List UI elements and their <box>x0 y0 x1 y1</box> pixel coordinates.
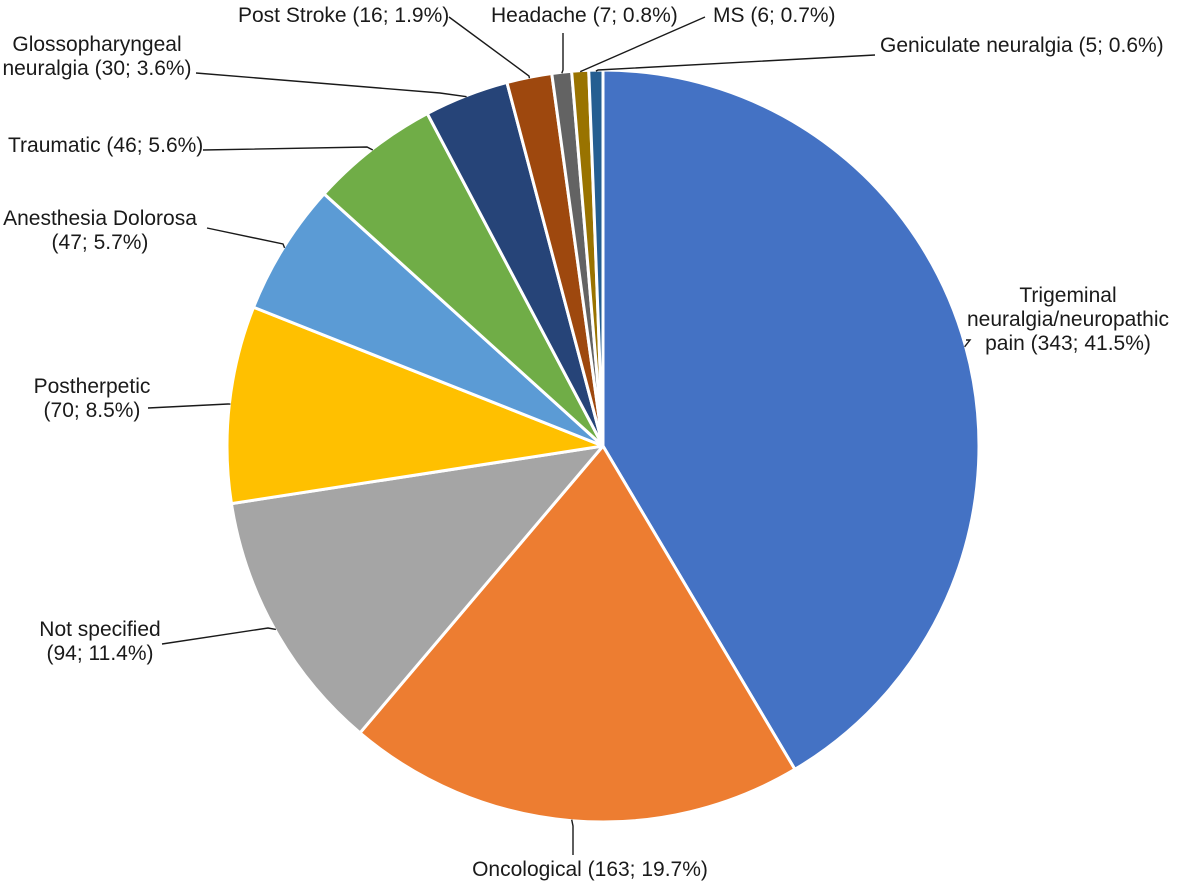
slice-label-line: Oncological (163; 19.7%) <box>472 858 708 881</box>
leader-line-trigeminal <box>964 339 972 348</box>
leader-line-geniculate <box>595 54 876 72</box>
label-leader-lines <box>147 16 972 855</box>
leader-line-traumatic <box>202 146 374 151</box>
slice-label-geniculate: Geniculate neuralgia (5; 0.6%) <box>880 34 1164 57</box>
slice-label-line: pain (343; 41.5%) <box>985 332 1151 355</box>
slice-label-line: Postherpetic <box>34 375 151 398</box>
slice-label-line: neuralgia (30; 3.6%) <box>2 57 191 80</box>
slice-label-anesthesia-dolorosa: Anesthesia Dolorosa (47; 5.7%) <box>3 207 197 254</box>
leader-line-headache <box>561 33 564 74</box>
slice-label-line: Trigeminal <box>1019 284 1116 307</box>
slice-label-line: Headache (7; 0.8%) <box>491 4 678 27</box>
slice-label-not-specified: Not specified (94; 11.4%) <box>39 618 160 665</box>
slice-label-line: Glossopharyngeal <box>12 33 181 56</box>
slice-label-line: Traumatic (46; 5.6%) <box>8 134 203 157</box>
slice-label-oncological: Oncological (163; 19.7%) <box>472 858 708 881</box>
slice-label-line: (47; 5.7%) <box>52 231 149 254</box>
leader-line-oncological <box>571 819 574 855</box>
slice-label-headache: Headache (7; 0.8%) <box>491 4 678 27</box>
slice-label-ms: MS (6; 0.7%) <box>713 4 836 27</box>
slice-label-glossopharyngeal: Glossopharyngeal neuralgia (30; 3.6%) <box>2 33 191 80</box>
slice-label-line: Geniculate neuralgia (5; 0.6%) <box>880 34 1164 57</box>
slice-labels: Trigeminal neuralgia/neuropathic pain (343… <box>2 4 1169 881</box>
leader-line-post-stroke <box>448 16 531 79</box>
slice-label-line: MS (6; 0.7%) <box>713 4 836 27</box>
slice-label-line: Anesthesia Dolorosa <box>3 207 197 230</box>
leader-line-not-specified <box>161 627 277 645</box>
slice-label-line: neuralgia/neuropathic <box>967 308 1169 331</box>
slice-label-line: (94; 11.4%) <box>47 642 154 665</box>
slice-label-post-stroke: Post Stroke (16; 1.9%) <box>238 4 449 27</box>
slice-label-traumatic: Traumatic (46; 5.6%) <box>8 134 203 157</box>
pie-slices <box>225 68 981 824</box>
slice-label-trigeminal: Trigeminal neuralgia/neuropathic pain (343… <box>967 284 1169 355</box>
leader-line-ms <box>579 16 706 73</box>
slice-label-line: Not specified <box>39 618 160 641</box>
slice-label-line: (70; 8.5%) <box>44 399 141 422</box>
slice-label-line: Post Stroke (16; 1.9%) <box>238 4 449 27</box>
leader-line-anesthesia-dolorosa <box>206 227 286 249</box>
leader-line-glossopharyngeal <box>195 72 467 98</box>
slice-label-postherpetic: Postherpetic (70; 8.5%) <box>34 375 151 422</box>
leader-line-postherpetic <box>147 403 231 409</box>
